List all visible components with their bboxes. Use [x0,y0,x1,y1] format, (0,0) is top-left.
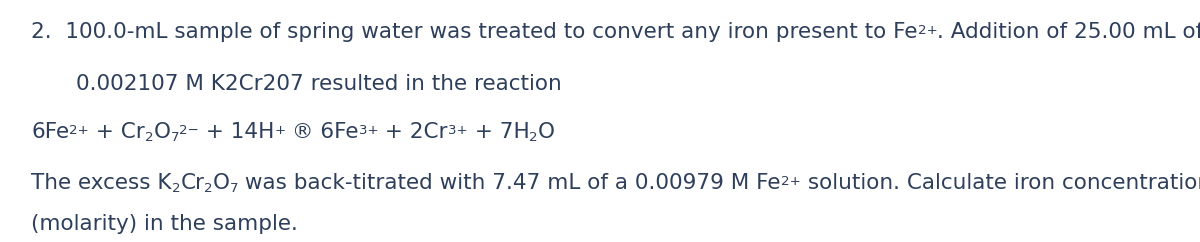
Text: O: O [154,122,170,142]
Text: 7: 7 [170,131,179,144]
Text: 6Fe: 6Fe [31,122,70,142]
Text: was back-titrated with 7.47 mL of a 0.00979 M Fe: was back-titrated with 7.47 mL of a 0.00… [239,173,781,193]
Text: Cr: Cr [180,173,204,193]
Text: 7: 7 [230,182,239,195]
Text: + 2Cr: + 2Cr [378,122,448,142]
Text: (molarity) in the sample.: (molarity) in the sample. [31,214,298,234]
Text: 2+: 2+ [781,175,800,188]
Text: 0.002107 M K2Cr207 resulted in the reaction: 0.002107 M K2Cr207 resulted in the react… [76,74,562,94]
Text: +: + [274,124,286,137]
Text: 2−: 2− [179,124,199,137]
Text: 2: 2 [145,131,154,144]
Text: The excess K: The excess K [31,173,172,193]
Text: ® 6Fe: ® 6Fe [286,122,359,142]
Text: 2: 2 [172,182,180,195]
Text: solution. Calculate iron concentration: solution. Calculate iron concentration [800,173,1200,193]
Text: 3+: 3+ [359,124,378,137]
Text: 2.  100.0-mL sample of spring water was treated to convert any iron present to F: 2. 100.0-mL sample of spring water was t… [31,22,918,42]
Text: O: O [212,173,230,193]
Text: + 14H: + 14H [199,122,274,142]
Text: + 7H: + 7H [468,122,529,142]
Text: + Cr: + Cr [89,122,145,142]
Text: 2+: 2+ [70,124,89,137]
Text: . Addition of 25.00 mL of: . Addition of 25.00 mL of [937,22,1200,42]
Text: 2+: 2+ [918,24,937,37]
Text: 2: 2 [529,131,538,144]
Text: 3+: 3+ [448,124,468,137]
Text: 2: 2 [204,182,212,195]
Text: O: O [538,122,554,142]
